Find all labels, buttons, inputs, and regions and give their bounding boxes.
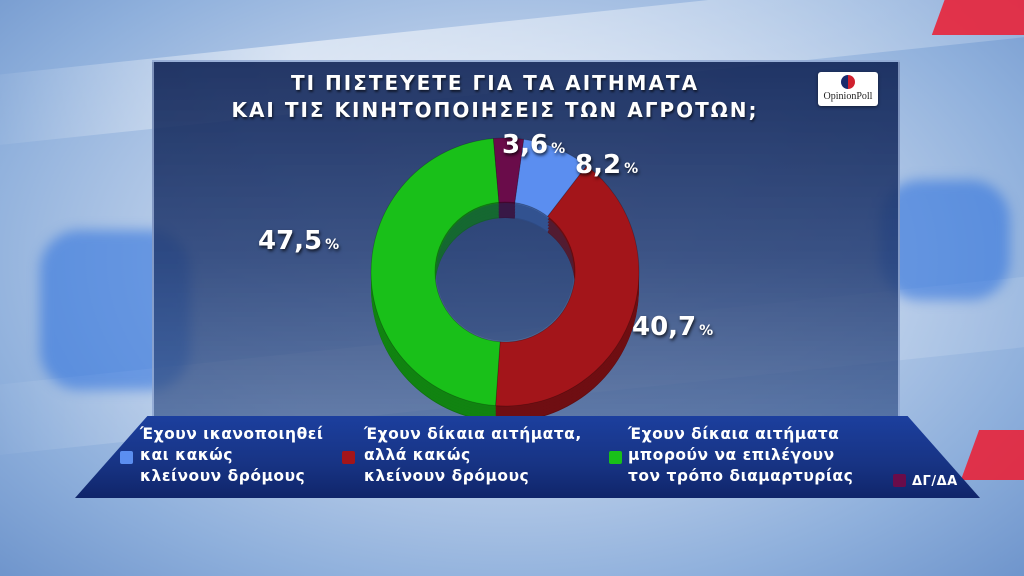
donut-hole (436, 203, 574, 341)
background-shape (880, 180, 1010, 300)
slice-just-protest (370, 138, 501, 407)
slice-satisfied (514, 138, 588, 218)
logo-text: OpinionPoll (823, 91, 873, 102)
title-line-1: ΤΙ ΠΙΣΤΕΥΕΤΕ ΓΙΑ ΤΑ ΑΙΤΗΜΑΤΑ (290, 71, 700, 95)
legend-swatch-just-protest (609, 451, 622, 464)
title-line-2: ΚΑΙ ΤΙΣ ΚΙΝΗΤΟΠΟΙΗΣΕΙΣ ΤΩΝ ΑΓΡΟΤΩΝ; (231, 98, 759, 122)
slice-just-but (495, 165, 640, 407)
legend-item-just-but: Έχουν δίκαια αιτήματα, αλλά κακώς κλείνο… (364, 425, 582, 485)
legend-item-dgda: ΔΓ/ΔΑ (912, 474, 958, 489)
slice-value-label-just-protest: 47,5% (258, 226, 340, 256)
slice-value-label-satisfied: 8,2% (575, 150, 639, 180)
opinionpoll-logo: OpinionPoll (818, 72, 878, 106)
slice-dgda (492, 137, 525, 204)
legend-bar (75, 416, 980, 498)
legend-swatch-just-but (342, 451, 355, 464)
chart-title: ΤΙ ΠΙΣΤΕΥΕΤΕ ΓΙΑ ΤΑ ΑΙΤΗΜΑΤΑ ΚΑΙ ΤΙΣ ΚΙΝ… (175, 70, 815, 124)
legend-item-satisfied: Έχουν ικανοποιηθεί και κακώς κλείνουν δρ… (140, 425, 324, 485)
slice-value-label-just-but: 40,7% (632, 312, 714, 342)
slice-value-label-dgda: 3,6% (502, 130, 566, 160)
logo-mark-icon (841, 75, 855, 89)
legend-item-just-protest: Έχουν δίκαια αιτήματα μπορούν να επιλέγο… (628, 425, 854, 485)
legend-swatch-satisfied (120, 451, 133, 464)
legend-swatch-dgda (893, 474, 906, 487)
